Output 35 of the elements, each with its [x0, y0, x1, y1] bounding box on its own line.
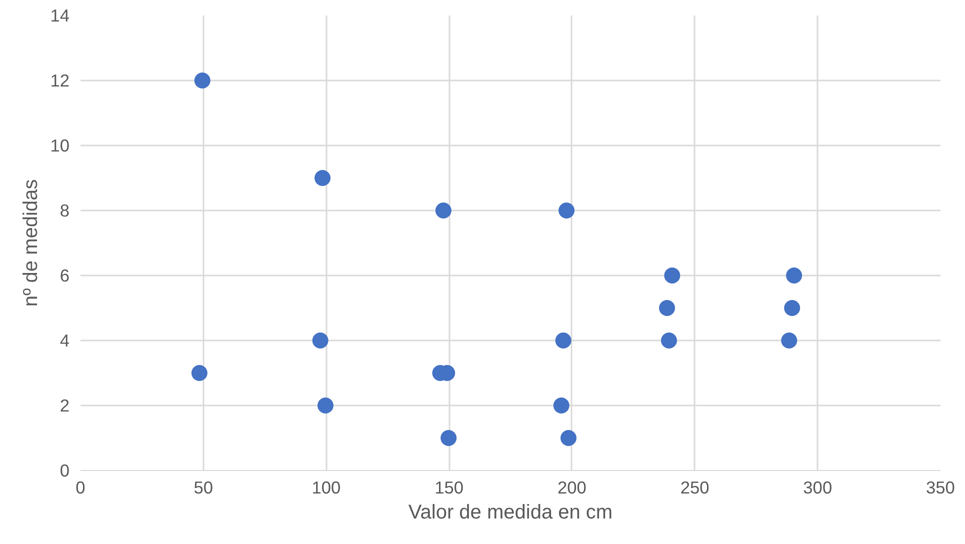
y-tick-label: 2	[60, 396, 70, 416]
point	[440, 430, 457, 446]
point	[781, 332, 798, 348]
point	[659, 300, 676, 316]
x-tick-label: 350	[926, 478, 955, 498]
y-tick-label: 4	[60, 330, 70, 350]
x-tick-label: 200	[557, 478, 586, 498]
x-tick-label: 250	[680, 478, 710, 498]
point	[660, 332, 677, 348]
point	[560, 430, 576, 446]
y-tick-label: 8	[60, 200, 70, 220]
point	[312, 332, 328, 348]
point	[555, 332, 572, 348]
x-tick-label: 150	[434, 478, 464, 498]
y-tick-label: 6	[60, 266, 70, 286]
x-tick-label: 100	[312, 478, 341, 498]
y-tick-label: 14	[50, 6, 70, 26]
y-tick-label: 10	[50, 136, 70, 156]
y-axis-title: nº de medidas	[20, 179, 42, 307]
point	[553, 398, 570, 414]
point	[194, 72, 210, 88]
x-tick-label: 0	[76, 478, 86, 498]
y-tick-label: 0	[60, 460, 70, 480]
point	[558, 202, 575, 218]
point	[435, 202, 452, 218]
x-axis-title: Valor de medida en cm	[408, 502, 613, 524]
point	[191, 365, 208, 381]
point	[314, 170, 331, 186]
x-tick-label: 50	[194, 478, 213, 498]
point	[786, 268, 802, 284]
point	[784, 300, 800, 316]
y-tick-label: 12	[50, 70, 70, 90]
point	[664, 268, 680, 284]
point	[317, 398, 334, 414]
x-tick-label: 300	[803, 478, 832, 498]
